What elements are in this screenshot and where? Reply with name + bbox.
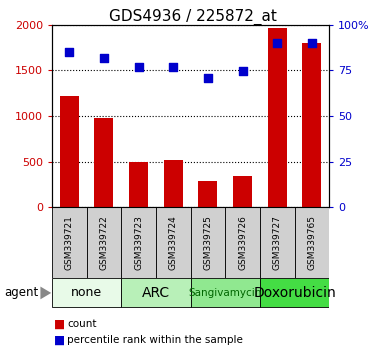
Bar [302,43,321,207]
Bar [52,207,87,278]
Bar [191,279,260,307]
Text: GSM339723: GSM339723 [134,215,143,270]
Bar [121,207,156,278]
Text: count: count [67,319,97,329]
Bar [260,207,295,278]
Polygon shape [40,287,51,299]
Text: GSM339727: GSM339727 [273,215,282,270]
Text: Doxorubicin: Doxorubicin [253,286,336,300]
Bar [268,28,287,207]
Bar [260,279,329,307]
Text: percentile rank within the sample: percentile rank within the sample [67,335,243,345]
Point [170,64,176,69]
Bar [164,160,183,207]
Bar [295,207,329,278]
Text: agent: agent [4,286,38,299]
Bar [198,181,218,207]
Text: GSM339721: GSM339721 [65,215,74,270]
Text: GSM339765: GSM339765 [307,215,316,270]
Text: GSM339726: GSM339726 [238,215,247,270]
Bar [94,118,114,207]
Bar [225,207,260,278]
Text: GSM339724: GSM339724 [169,215,178,270]
Bar [129,161,148,207]
Text: GDS4936 / 225872_at: GDS4936 / 225872_at [109,9,276,25]
Text: ARC: ARC [142,286,170,300]
Bar [233,176,252,207]
Point [309,40,315,46]
Text: none: none [71,286,102,299]
Text: ■: ■ [54,318,65,330]
Bar [60,96,79,207]
Point [239,68,246,74]
Bar [87,207,121,278]
Text: ■: ■ [54,333,65,346]
Point [205,75,211,80]
Text: GSM339725: GSM339725 [203,215,213,270]
Bar [121,279,191,307]
Point [101,55,107,61]
Point [66,49,72,55]
Point [274,40,280,46]
Bar [156,207,191,278]
Point [136,64,142,69]
Bar [52,279,121,307]
Bar [191,207,225,278]
Text: Sangivamycin: Sangivamycin [189,288,262,298]
Text: GSM339722: GSM339722 [99,215,109,270]
